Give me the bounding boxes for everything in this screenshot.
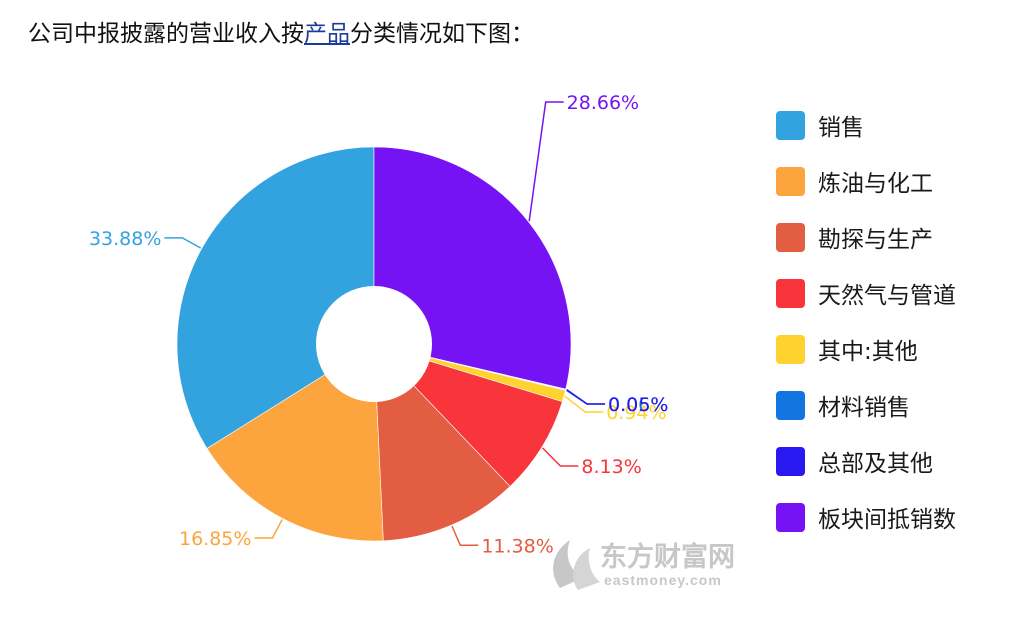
legend-swatch[interactable] (776, 391, 805, 420)
legend-swatch[interactable] (776, 111, 805, 140)
leader-lines (164, 101, 606, 547)
legend-label[interactable]: 炼油与化工 (818, 171, 933, 197)
leader-line (564, 395, 604, 413)
heading-suffix: 分类情况如下图： (350, 21, 534, 47)
page-heading: 公司中报披露的营业收入按产品分类情况如下图： (28, 14, 534, 48)
watermark: 东方财富网 eastmoney.com (553, 540, 735, 590)
data-label: 11.38% (481, 535, 553, 557)
data-label: 0.94% (606, 402, 666, 424)
pie-slice[interactable] (372, 343, 563, 487)
legend-swatch[interactable] (776, 447, 805, 476)
legend-label[interactable]: 总部及其他 (818, 451, 933, 477)
watermark-brand: 东方财富网 (600, 541, 735, 573)
legend-label[interactable]: 销售 (818, 115, 864, 141)
data-label: 0.05% (608, 394, 668, 416)
legend-swatch[interactable] (776, 223, 805, 252)
heading-prefix: 公司中报披露的营业收入按 (28, 21, 304, 47)
leader-line (164, 237, 202, 249)
leader-line (254, 519, 283, 539)
legend-label[interactable]: 勘探与生产 (818, 227, 933, 253)
watermark-domain: eastmoney.com (604, 572, 722, 588)
data-label: 33.88% (89, 228, 161, 250)
legend-label[interactable]: 板块间抵销数 (818, 507, 956, 533)
pie-slice[interactable] (206, 343, 384, 542)
product-link[interactable]: 产品 (304, 21, 350, 47)
legend-swatch[interactable] (776, 167, 805, 196)
data-label: 16.85% (179, 528, 251, 550)
legend-swatch[interactable] (776, 503, 805, 532)
watermark-logo-icon (553, 540, 600, 590)
data-labels: 33.88% 16.85% 11.38% 8.13% 0.94%0.06%0.05% 28… (89, 92, 668, 557)
leader-line (528, 101, 564, 222)
legend-label[interactable]: 其中:其他 (818, 339, 918, 365)
pie-slice[interactable] (373, 343, 511, 542)
data-label: 0.06% (608, 394, 668, 416)
leader-line (541, 447, 579, 467)
legend-swatch[interactable] (776, 335, 805, 364)
leader-line (566, 388, 606, 405)
data-label: 28.66% (567, 92, 639, 114)
leader-line (451, 525, 479, 547)
legend-swatch[interactable] (776, 279, 805, 308)
donut-hole (316, 286, 432, 402)
data-label: 8.13% (581, 456, 641, 478)
legend-label[interactable]: 天然气与管道 (818, 283, 956, 309)
legend-label[interactable]: 材料销售 (818, 395, 910, 421)
